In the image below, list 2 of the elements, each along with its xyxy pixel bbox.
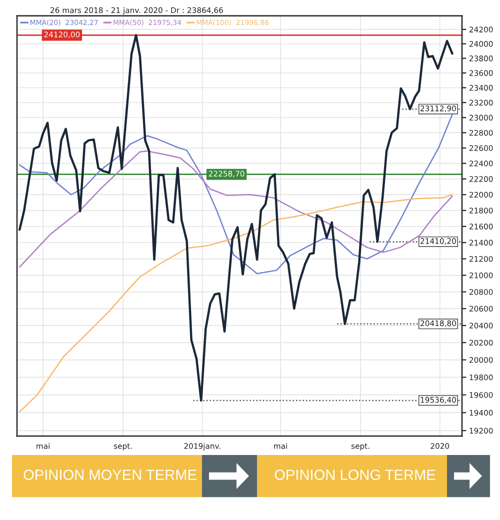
text: OPINION MOYEN TERME <box>24 470 196 480</box>
text: OPINION LONG TERME <box>274 470 436 480</box>
